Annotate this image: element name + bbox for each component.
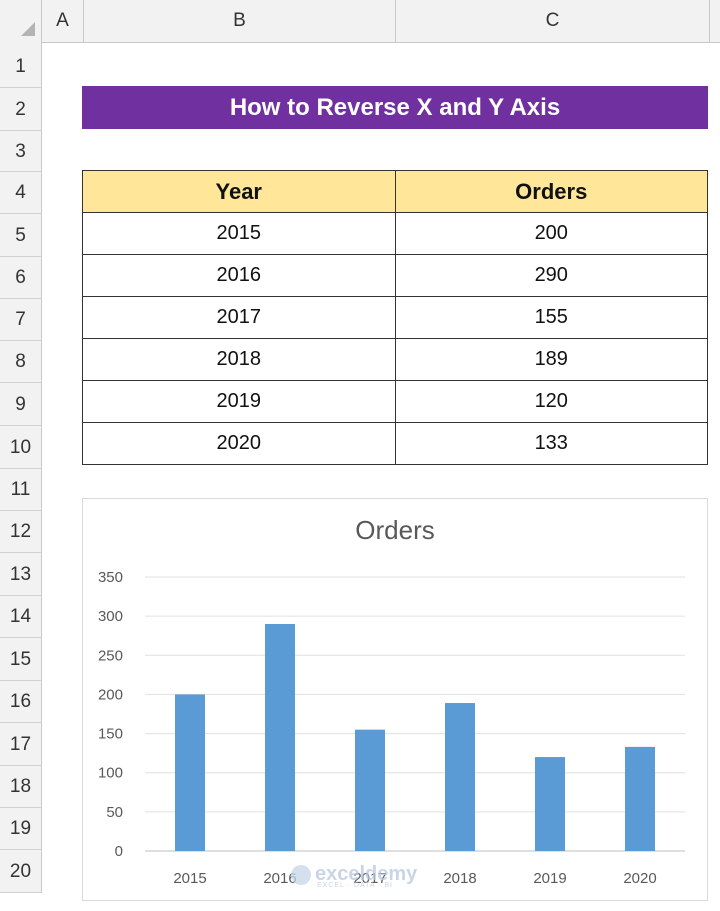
y-tick-label: 350 bbox=[98, 569, 123, 586]
row-header-3[interactable]: 3 bbox=[0, 131, 42, 172]
x-tick-label: 2019 bbox=[533, 870, 566, 887]
row-header-2[interactable]: 2 bbox=[0, 88, 42, 131]
column-header-c[interactable]: C bbox=[396, 0, 710, 42]
row-header-9[interactable]: 9 bbox=[0, 383, 42, 426]
column-header-bar: A B C bbox=[0, 0, 720, 43]
table-cell-year[interactable]: 2017 bbox=[82, 296, 396, 339]
row-header-17[interactable]: 17 bbox=[0, 723, 42, 766]
row-header-4[interactable]: 4 bbox=[0, 172, 42, 214]
bar-2017[interactable] bbox=[355, 729, 385, 851]
table-row: 2018 189 bbox=[82, 338, 708, 381]
watermark-icon bbox=[291, 864, 311, 885]
y-tick-label: 250 bbox=[98, 647, 123, 664]
orders-chart[interactable]: Orders 0 50 100 150 200 250 300 350 2015 2016 2017… bbox=[82, 498, 708, 901]
row-header-7[interactable]: 7 bbox=[0, 299, 42, 341]
select-all-button[interactable] bbox=[0, 0, 42, 42]
table-cell-orders[interactable]: 200 bbox=[394, 212, 708, 255]
row-header-11[interactable]: 11 bbox=[0, 469, 42, 511]
column-header-b[interactable]: B bbox=[84, 0, 396, 42]
table-cell-year[interactable]: 2020 bbox=[82, 422, 396, 465]
table-cell-year[interactable]: 2015 bbox=[82, 212, 396, 255]
y-tick-label: 0 bbox=[115, 843, 123, 860]
row-header-20[interactable]: 20 bbox=[0, 850, 42, 893]
table-cell-year[interactable]: 2018 bbox=[82, 338, 396, 381]
column-header-a[interactable]: A bbox=[42, 0, 84, 42]
x-tick-label: 2018 bbox=[443, 870, 476, 887]
y-tick-label: 300 bbox=[98, 608, 123, 625]
y-tick-label: 100 bbox=[98, 765, 123, 782]
watermark-text: exceldemy bbox=[315, 863, 418, 885]
bar-2016[interactable] bbox=[265, 623, 295, 851]
bar-2020[interactable] bbox=[625, 746, 655, 851]
x-tick-label: 2015 bbox=[173, 870, 206, 887]
row-header-15[interactable]: 15 bbox=[0, 638, 42, 681]
row-header-6[interactable]: 6 bbox=[0, 257, 42, 299]
row-header-5[interactable]: 5 bbox=[0, 214, 42, 257]
watermark-logo: exceldemy EXCEL · DATA · BI bbox=[291, 863, 417, 889]
x-tick-label: 2016 bbox=[263, 870, 296, 887]
table-header-row: Year Orders bbox=[82, 170, 708, 213]
table-row: 2017 155 bbox=[82, 296, 708, 339]
table-row: 2020 133 bbox=[82, 422, 708, 465]
bar-2019[interactable] bbox=[535, 757, 565, 851]
bar-2018[interactable] bbox=[445, 703, 475, 851]
row-header-12[interactable]: 12 bbox=[0, 511, 42, 553]
table-row: 2015 200 bbox=[82, 212, 708, 255]
table-cell-year[interactable]: 2016 bbox=[82, 254, 396, 297]
row-header-1[interactable]: 1 bbox=[0, 46, 42, 88]
table-cell-orders[interactable]: 120 bbox=[394, 380, 708, 423]
chart-plot-area[interactable]: 0 50 100 150 200 250 300 350 2015 2016 2017 2018 201… bbox=[83, 499, 709, 902]
row-header-18[interactable]: 18 bbox=[0, 766, 42, 808]
table-cell-orders[interactable]: 189 bbox=[394, 338, 708, 381]
table-cell-orders[interactable]: 133 bbox=[394, 422, 708, 465]
row-header-10[interactable]: 10 bbox=[0, 426, 42, 469]
select-all-icon bbox=[21, 22, 35, 36]
y-tick-label: 50 bbox=[106, 804, 123, 821]
table-header-year[interactable]: Year bbox=[82, 170, 396, 213]
table-cell-orders[interactable]: 290 bbox=[394, 254, 708, 297]
row-header-8[interactable]: 8 bbox=[0, 341, 42, 383]
table-cell-year[interactable]: 2019 bbox=[82, 380, 396, 423]
y-tick-label: 150 bbox=[98, 726, 123, 743]
chart-title[interactable]: Orders bbox=[355, 515, 435, 545]
data-table: Year Orders 2015 200 2016 290 2017 155 2018… bbox=[82, 170, 708, 465]
row-header-16[interactable]: 16 bbox=[0, 681, 42, 723]
y-tick-label: 200 bbox=[98, 686, 123, 703]
table-header-orders[interactable]: Orders bbox=[394, 170, 708, 213]
table-row: 2019 120 bbox=[82, 380, 708, 423]
table-row: 2016 290 bbox=[82, 254, 708, 297]
table-cell-orders[interactable]: 155 bbox=[394, 296, 708, 339]
x-tick-label: 2020 bbox=[623, 870, 656, 887]
bar-2015[interactable] bbox=[175, 694, 205, 851]
row-header-19[interactable]: 19 bbox=[0, 808, 42, 850]
row-header-14[interactable]: 14 bbox=[0, 596, 42, 638]
x-tick-label: 2017 bbox=[353, 870, 386, 887]
watermark-subtext: EXCEL · DATA · BI bbox=[317, 882, 393, 889]
row-header-13[interactable]: 13 bbox=[0, 553, 42, 596]
page-title: How to Reverse X and Y Axis bbox=[82, 86, 708, 129]
